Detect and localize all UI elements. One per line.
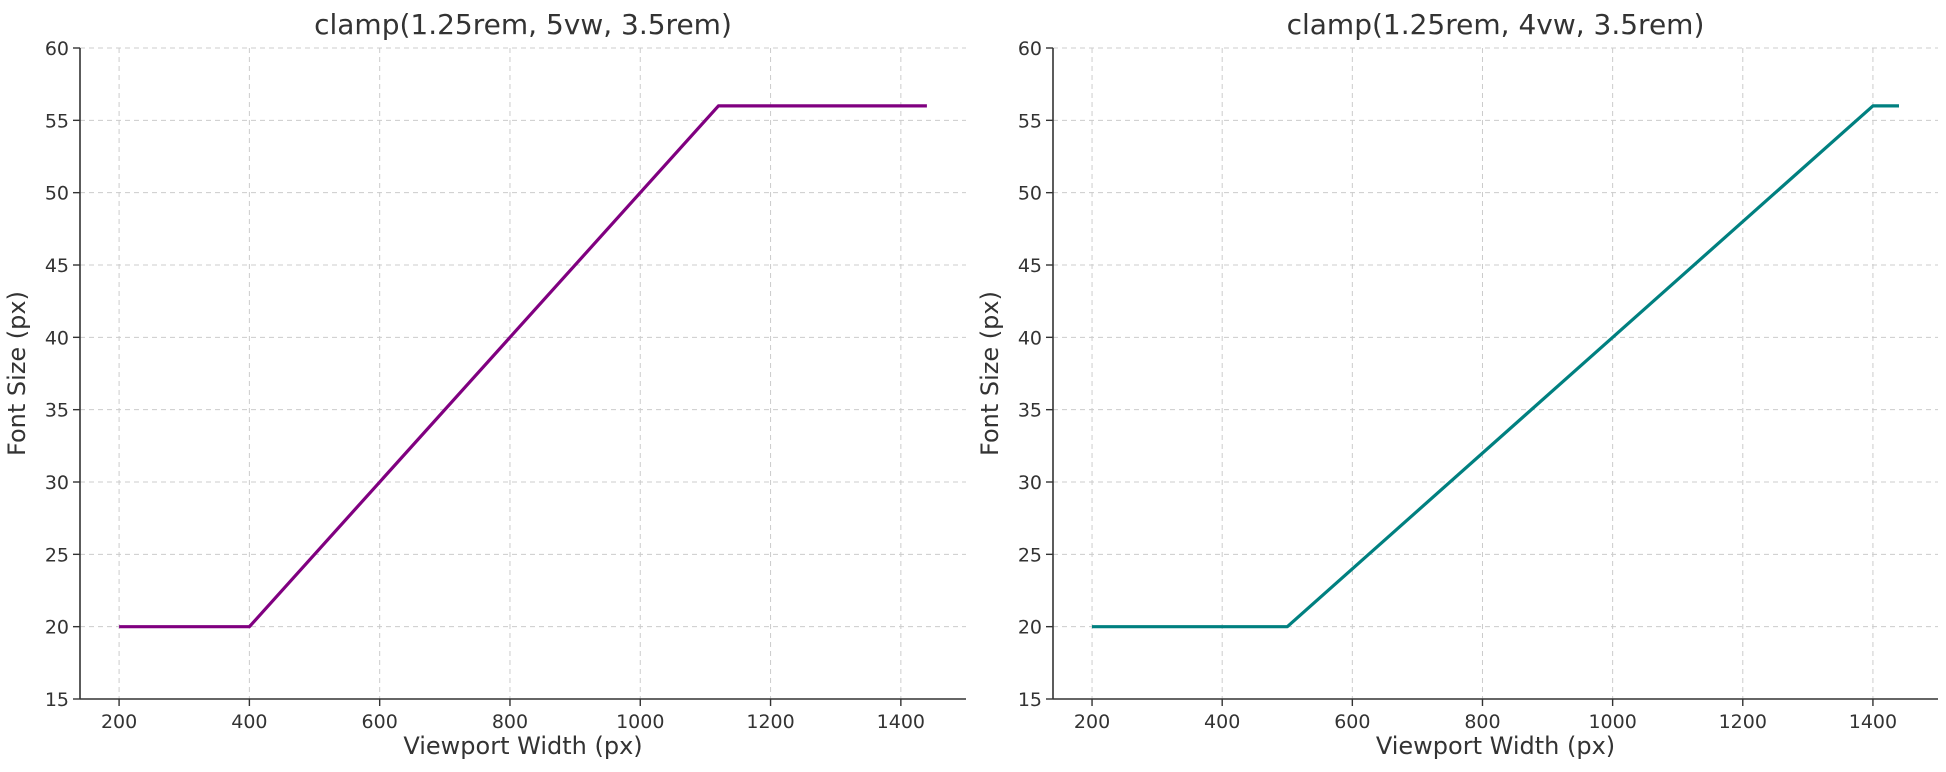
y-tick-label: 20 [1018, 617, 1042, 639]
y-tick-label: 45 [1018, 255, 1042, 277]
y-tick-label: 60 [45, 38, 69, 60]
y-axis-label: Font Size (px) [3, 291, 31, 456]
y-tick-label: 60 [1018, 38, 1042, 60]
x-tick-label: 600 [362, 711, 398, 733]
y-axis-label: Font Size (px) [976, 291, 1004, 456]
x-axis-label: Viewport Width (px) [1376, 732, 1615, 760]
y-tick-label: 40 [45, 327, 69, 349]
x-tick-label: 200 [1074, 711, 1110, 733]
y-tick-label: 50 [45, 183, 69, 205]
x-axis-label: Viewport Width (px) [403, 732, 642, 760]
chart-title: clamp(1.25rem, 5vw, 3.5rem) [314, 8, 732, 41]
chart-title: clamp(1.25rem, 4vw, 3.5rem) [1287, 8, 1705, 41]
x-tick-label: 1400 [1849, 711, 1897, 733]
y-tick-label: 35 [45, 400, 69, 422]
y-tick-label: 15 [45, 689, 69, 711]
series-line [119, 104, 927, 629]
x-tick-label: 200 [101, 711, 137, 733]
x-tick-label: 1000 [1588, 711, 1636, 733]
y-tick-label: 20 [45, 617, 69, 639]
x-tick-label: 1400 [877, 711, 925, 733]
y-tick-label: 45 [45, 255, 69, 277]
y-tick-label: 50 [1018, 183, 1042, 205]
x-tick-label: 600 [1334, 711, 1370, 733]
y-tick-label: 30 [1018, 472, 1042, 494]
chart-panel-1: 200 400 600 800 1000 1200 1400 15 20 25 30 35 40 45 50… [3, 8, 966, 760]
y-tick-label: 25 [1018, 544, 1042, 566]
x-tick-label: 1200 [1719, 711, 1767, 733]
x-tick-label: 400 [1204, 711, 1240, 733]
x-tick-label: 800 [492, 711, 528, 733]
y-tick-label: 30 [45, 472, 69, 494]
x-tick-label: 800 [1464, 711, 1500, 733]
y-tick-label: 55 [1018, 110, 1042, 132]
y-tick-label: 35 [1018, 400, 1042, 422]
series-line [1092, 104, 1899, 629]
x-tick-label: 400 [231, 711, 267, 733]
x-tick-label: 1200 [746, 711, 794, 733]
y-tick-label: 40 [1018, 327, 1042, 349]
y-tick-label: 15 [1018, 689, 1042, 711]
y-tick-label: 25 [45, 544, 69, 566]
chart-panel-2: 200 400 600 800 1000 1200 1400 15 20 25 30 35 40 45 50… [976, 8, 1938, 760]
x-tick-label: 1000 [616, 711, 664, 733]
y-tick-label: 55 [45, 110, 69, 132]
